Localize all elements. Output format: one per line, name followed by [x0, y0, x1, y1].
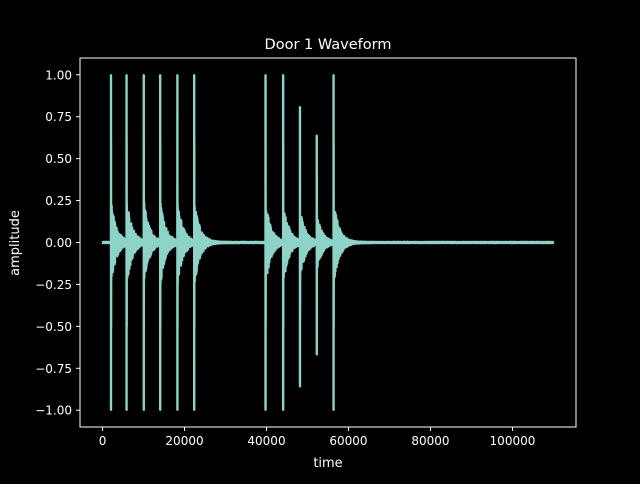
x-tick-label: 40000 [247, 434, 285, 448]
y-tick-label: 0.00 [45, 236, 72, 250]
y-tick-label: −0.50 [35, 320, 72, 334]
y-tick-label: 0.75 [45, 110, 72, 124]
plot-layer [101, 73, 555, 412]
y-tick-label: 0.25 [45, 194, 72, 208]
y-tick-label: −1.00 [35, 404, 72, 418]
x-tick-label: 100000 [490, 434, 536, 448]
y-axis-label: amplitude [8, 210, 23, 276]
y-tick-label: 0.50 [45, 152, 72, 166]
x-axis-ticks: 0 20000 40000 60000 80000 100000 [99, 427, 536, 448]
x-tick-label: 60000 [329, 434, 367, 448]
y-axis-ticks: −1.00 −0.75 −0.50 −0.25 0.00 0.25 0.50 0.75 1.00 [35, 68, 80, 418]
y-tick-label: 1.00 [45, 68, 72, 82]
chart-title: Door 1 Waveform [265, 37, 392, 53]
y-tick-label: −0.75 [35, 362, 72, 376]
y-tick-label: −0.25 [35, 278, 72, 292]
x-tick-label: 80000 [411, 434, 449, 448]
x-tick-label: 20000 [165, 434, 203, 448]
x-tick-label: 0 [99, 434, 107, 448]
x-axis-label: time [313, 456, 342, 471]
